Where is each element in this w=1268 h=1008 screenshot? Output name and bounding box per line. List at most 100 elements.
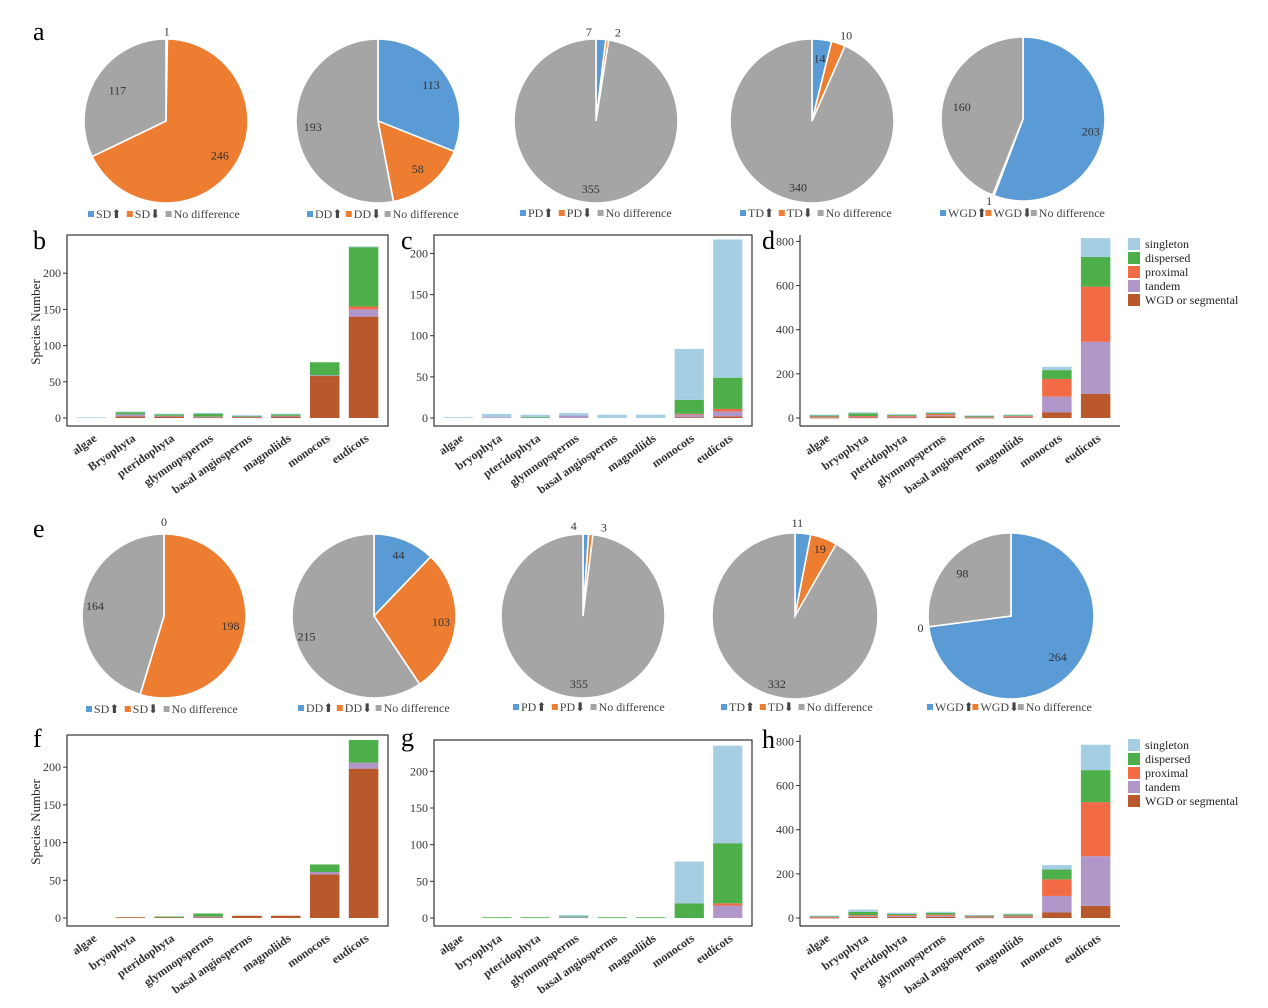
bar-segment xyxy=(520,917,550,919)
bar-segment xyxy=(848,909,878,912)
legend-swatch xyxy=(1128,767,1140,779)
y-tick-label: 200 xyxy=(43,760,61,774)
pie-slice-label: 264 xyxy=(1049,650,1067,664)
bar-segment xyxy=(925,414,956,416)
bar-segment xyxy=(1042,879,1072,896)
y-tick-label: 150 xyxy=(410,801,428,815)
bar-chart: 050100150200algaebryophytapteridophytagl… xyxy=(410,234,753,497)
pie-chart: 14 10 340 xyxy=(729,29,895,204)
bar-segment xyxy=(887,916,917,917)
pie-slice xyxy=(729,38,895,204)
pie-slice xyxy=(91,38,249,204)
x-tick-label: monocots xyxy=(649,431,697,471)
plot-frame xyxy=(66,734,389,927)
bar-segment xyxy=(713,745,743,844)
y-tick-label: 400 xyxy=(776,323,794,337)
bar-segment xyxy=(1080,286,1111,342)
legend-label: WGD or segmental xyxy=(1145,293,1239,307)
pie-slice-label: 1 xyxy=(164,24,170,38)
x-tick-label: monocots xyxy=(285,431,333,471)
bar-segment xyxy=(348,768,379,918)
bar-segment xyxy=(848,417,878,419)
legend-swatch xyxy=(1128,781,1140,793)
legend-swatch xyxy=(86,706,92,712)
bar-segment xyxy=(348,740,379,763)
legend-label: TD⬇ xyxy=(787,206,813,220)
bar-segment xyxy=(559,915,589,917)
bar-segment xyxy=(964,415,995,417)
bar-segment xyxy=(309,362,340,376)
bar-segment xyxy=(1080,905,1111,918)
bar-segment xyxy=(348,246,379,248)
bar-segment xyxy=(1003,914,1033,916)
legend-label: No difference xyxy=(172,702,238,716)
legend-label: No difference xyxy=(1026,700,1092,714)
bar-segment xyxy=(713,377,743,409)
bar-segment xyxy=(482,413,512,418)
legend-swatch xyxy=(1017,704,1024,710)
pie-slice-label: 4 xyxy=(571,519,577,533)
legend-label: singleton xyxy=(1145,738,1189,752)
pie-slice-label: 355 xyxy=(582,182,600,196)
legend-swatch xyxy=(520,210,526,216)
bar-segment xyxy=(887,414,917,415)
legend-swatch xyxy=(88,211,94,217)
legend-swatch xyxy=(721,704,727,710)
pie-slice xyxy=(376,119,456,203)
legend-swatch xyxy=(1128,739,1140,751)
bar-segment xyxy=(964,416,995,417)
bar-segment xyxy=(1080,802,1111,857)
bar-segment xyxy=(964,416,995,418)
panel-letter: e xyxy=(33,514,45,543)
legend-label: SD⬆ xyxy=(94,702,119,716)
bar-segment xyxy=(887,417,917,419)
bar-segment xyxy=(1080,856,1111,906)
legend-label: dispersed xyxy=(1145,752,1190,766)
bar-segment xyxy=(964,417,995,418)
pie-slice-label: 2 xyxy=(615,26,621,40)
legend-label: WGD or segmental xyxy=(1145,794,1239,808)
bar-segment xyxy=(925,914,956,916)
panel-letter: d xyxy=(762,226,775,255)
legend-label: TD⬇ xyxy=(768,700,794,714)
bar-segment xyxy=(1003,916,1033,918)
pie-slice-label: 340 xyxy=(789,181,807,195)
bar-segment xyxy=(520,417,550,418)
bar-segment xyxy=(193,413,223,417)
pie-slice-label: 203 xyxy=(1082,124,1100,138)
bar-segment xyxy=(964,914,995,916)
pie-slice-label: 117 xyxy=(109,83,127,97)
panel-letter: g xyxy=(401,723,414,752)
x-tick-label: monocots xyxy=(1017,931,1065,971)
bar-segment xyxy=(713,411,743,417)
pie-slice-label: 3 xyxy=(601,521,607,535)
bar-segment xyxy=(674,348,704,400)
bar-segment xyxy=(713,843,743,904)
legend-swatch xyxy=(590,704,597,710)
bar-segment xyxy=(925,912,956,915)
bar-segment xyxy=(115,414,146,417)
legend-label: PD⬇ xyxy=(560,700,585,714)
bar-segment xyxy=(1080,393,1111,418)
bar-segment xyxy=(232,415,262,417)
legend-label: DD⬆ xyxy=(306,701,333,715)
bar-segment xyxy=(1042,869,1072,880)
bar-segment xyxy=(809,414,840,416)
bar-segment xyxy=(674,861,704,904)
bar-segment xyxy=(559,415,589,418)
legend-swatch xyxy=(1128,294,1140,306)
y-tick-label: 200 xyxy=(776,367,794,381)
panel-letter: h xyxy=(762,725,775,754)
bar-segment xyxy=(597,414,627,418)
bar-segment xyxy=(964,916,995,918)
bar-segment xyxy=(964,417,995,419)
bar-segment xyxy=(713,905,743,918)
pie-slice-label: 14 xyxy=(814,51,826,65)
x-tick-label: algae xyxy=(69,931,99,958)
bar-segment xyxy=(154,416,184,418)
pie-slice-label: 44 xyxy=(392,548,404,562)
bar-segment xyxy=(193,417,223,419)
bar-segment xyxy=(1042,865,1072,870)
legend-swatch xyxy=(798,704,805,710)
